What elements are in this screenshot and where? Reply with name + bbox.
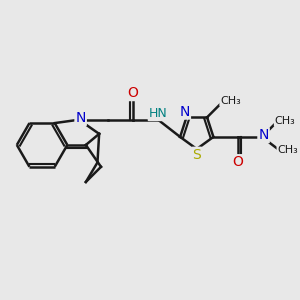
Text: O: O <box>232 155 243 169</box>
Text: N: N <box>258 128 269 142</box>
Text: CH₃: CH₃ <box>278 146 298 155</box>
Text: N: N <box>75 111 86 125</box>
Text: CH₃: CH₃ <box>275 116 296 126</box>
Text: S: S <box>192 148 201 162</box>
Text: O: O <box>128 86 138 100</box>
Text: CH₃: CH₃ <box>220 95 241 106</box>
Text: N: N <box>180 105 190 118</box>
Text: HN: HN <box>149 107 167 120</box>
